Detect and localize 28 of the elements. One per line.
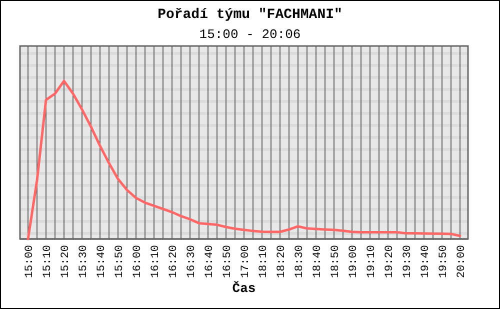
x-tick-label: 18:30 xyxy=(294,245,306,278)
x-tick-label: 15:50 xyxy=(114,245,126,278)
x-tick-label: 16:50 xyxy=(222,245,234,278)
x-tick-label: 19:30 xyxy=(402,245,414,278)
x-tick-label: 16:20 xyxy=(168,245,180,278)
chart-subtitle: 15:00 - 20:06 xyxy=(199,27,301,42)
x-tick-label: 19:10 xyxy=(366,245,378,278)
x-tick-label: 15:40 xyxy=(96,245,108,278)
x-tick-label: 15:10 xyxy=(42,245,54,278)
x-tick-label: 18:20 xyxy=(276,245,288,278)
x-tick-label: 19:50 xyxy=(438,245,450,278)
chart-title: Pořadí týmu "FACHMANI" xyxy=(158,7,342,23)
x-tick-label: 20:00 xyxy=(456,245,468,278)
x-tick-label: 19:20 xyxy=(384,245,396,278)
x-tick-label: 16:30 xyxy=(186,245,198,278)
x-tick-label: 19:40 xyxy=(420,245,432,278)
x-tick-label: 19:00 xyxy=(348,245,360,278)
x-tick-label: 16:00 xyxy=(132,245,144,278)
x-tick-label: 15:30 xyxy=(78,245,90,278)
x-tick-label: 15:00 xyxy=(24,245,36,278)
x-tick-label: 17:00 xyxy=(240,245,252,278)
x-tick-label: 18:10 xyxy=(258,245,270,278)
x-axis-title: Čas xyxy=(232,281,256,296)
x-tick-label: 15:20 xyxy=(60,245,72,278)
x-tick-label: 18:50 xyxy=(330,245,342,278)
x-tick-label: 16:40 xyxy=(204,245,216,278)
x-tick-label: 18:40 xyxy=(312,245,324,278)
x-tick-label: 16:10 xyxy=(150,245,162,278)
